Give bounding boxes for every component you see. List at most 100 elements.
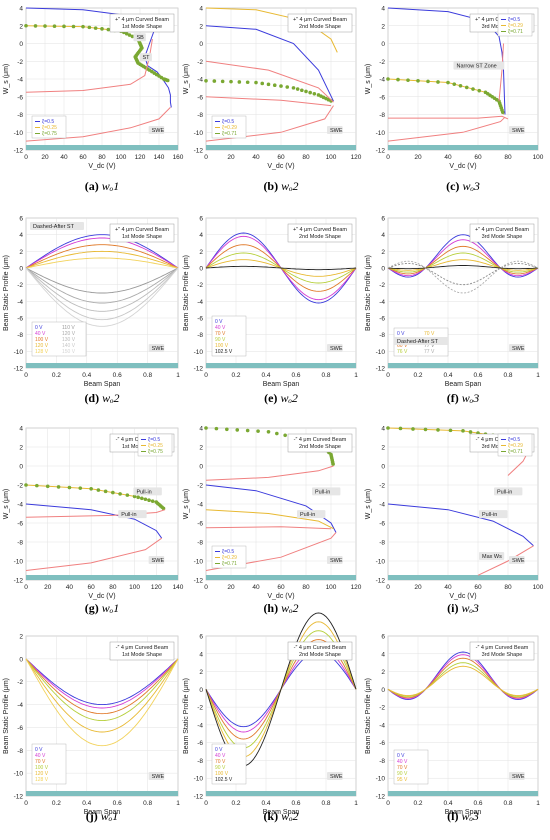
- legend-entry: 0 V: [215, 747, 223, 753]
- y-tick-label: -2: [17, 679, 23, 686]
- chart-panel-l: 0 0.2 0.4 0.6 0.8 1 6 4 2 0 -2 -4 -6 -8 -10 -12 Beam Spa…: [365, 634, 540, 817]
- callout-label: Dashed-After ST: [397, 339, 439, 345]
- x-tick-label: 40: [444, 584, 452, 591]
- y-tick-label: -12: [194, 578, 204, 585]
- data-point: [331, 462, 335, 466]
- data-point: [229, 79, 233, 84]
- y-tick-label: -10: [14, 559, 24, 566]
- legend-entry: ξ=0.25: [42, 125, 57, 131]
- callout-box: [327, 344, 343, 352]
- y-tick-label: 2: [19, 249, 23, 256]
- legend-entry: ξ=0.29: [508, 23, 523, 29]
- profile-line: [387, 657, 539, 699]
- x-tick-label: 0.8: [503, 800, 512, 807]
- legend-entry: ξ=0.71: [508, 449, 523, 455]
- data-point: [275, 431, 279, 436]
- data-point: [468, 430, 473, 434]
- y-tick-label: 2: [199, 669, 203, 676]
- caption-letter: (g): [85, 601, 102, 615]
- callout-box: [148, 344, 165, 352]
- y-tick-label: -6: [197, 94, 203, 101]
- data-point: [452, 82, 457, 86]
- y-tick-label: 2: [381, 669, 385, 676]
- annotation-box: [109, 223, 175, 243]
- legend-entry: ξ=0.29: [508, 443, 523, 449]
- substrate-electrode: [26, 363, 178, 368]
- series-line: [25, 537, 162, 571]
- caption-variable: wₒ1: [102, 179, 119, 193]
- x-tick-label: 0.4: [261, 372, 270, 379]
- y-tick-label: -12: [14, 148, 24, 155]
- x-axis-label: V_dc (V): [88, 163, 115, 170]
- y-tick-label: -10: [194, 349, 204, 356]
- legend-entry: 40 V: [35, 331, 46, 337]
- y-tick-label: 2: [381, 23, 385, 30]
- y-tick-label: -2: [17, 59, 23, 66]
- x-tick-label: 120: [135, 154, 146, 161]
- profile-line: [387, 665, 539, 697]
- legend-box: [211, 115, 247, 139]
- x-tick-label: 160: [173, 154, 184, 161]
- data-point: [103, 489, 108, 494]
- x-tick-label: 0.4: [261, 800, 270, 807]
- y-tick-label: -6: [197, 316, 203, 323]
- data-point: [446, 80, 450, 85]
- data-point: [100, 27, 104, 31]
- legend-entry: 140 V: [62, 343, 76, 349]
- data-point: [24, 23, 28, 28]
- x-tick-label: 0.2: [52, 800, 61, 807]
- y-tick-label: 0: [19, 656, 23, 663]
- y-tick-label: -2: [197, 483, 203, 490]
- data-point: [436, 80, 440, 84]
- y-tick-label: -6: [197, 521, 203, 528]
- callout-box: [327, 556, 343, 564]
- callout-box: [133, 33, 146, 42]
- legend-entry: ξ=0.5: [222, 119, 234, 125]
- y-tick-label: 6: [381, 216, 385, 223]
- y-tick-label: 2: [199, 23, 203, 30]
- series-line: [205, 526, 332, 530]
- legend-entry: 90 V: [215, 337, 226, 343]
- data-point: [235, 428, 240, 432]
- legend-entry: 100 V: [215, 343, 229, 349]
- x-tick-label: 0: [204, 372, 208, 379]
- data-point: [24, 483, 28, 487]
- caption-b: (b) wₒ2: [263, 179, 298, 193]
- legend-entry: 90 V: [215, 765, 226, 771]
- legend-entry: 150 V: [62, 349, 76, 355]
- legend-entry: 130 V: [62, 337, 76, 343]
- annotation-text: 1st Mode Shape: [122, 24, 162, 30]
- y-tick-label: -6: [379, 740, 385, 747]
- callout-label: Pull-in: [300, 512, 315, 518]
- data-point: [237, 80, 242, 84]
- profile-line: [25, 267, 179, 321]
- x-tick-label: 0.4: [82, 800, 91, 807]
- chart-panel-k: 0 0.2 0.4 0.6 0.8 1 6 4 2 0 -2 -4 -6 -8 -10 -12 Beam Spa…: [183, 612, 358, 816]
- chart-panel-e: 0 0.2 0.4 0.6 0.8 1 6 4 2 0 -2 -4 -6 -8 -10 -12 Beam Spa…: [183, 216, 358, 389]
- x-tick-label: 80: [302, 584, 310, 591]
- callout-box: [509, 772, 525, 780]
- data-point: [132, 494, 137, 499]
- y-tick-label: 0: [381, 687, 385, 694]
- y-tick-label: -10: [376, 349, 386, 356]
- legend-entry: 102.5 V: [215, 349, 233, 355]
- legend-entry: 100 V: [35, 337, 49, 343]
- legend-entry: 40 V: [35, 753, 46, 759]
- data-point: [93, 26, 98, 30]
- legend-entry: ξ=0.5: [508, 437, 520, 443]
- data-point: [52, 24, 57, 28]
- caption-variable: wₒ1: [102, 601, 119, 615]
- y-tick-label: -10: [376, 559, 386, 566]
- x-tick-label: 120: [151, 584, 162, 591]
- y-tick-label: -6: [17, 725, 23, 732]
- profile-line: [387, 654, 539, 700]
- y-tick-label: 4: [199, 426, 203, 433]
- callout-label: SWE: [512, 774, 525, 780]
- x-tick-label: 0: [24, 372, 28, 379]
- y-tick-label: 4: [19, 6, 23, 13]
- data-point: [285, 85, 290, 89]
- x-tick-label: 20: [227, 154, 235, 161]
- x-tick-label: 0.6: [113, 800, 122, 807]
- caption-j: (j) wₒ1: [86, 809, 118, 823]
- caption-letter: (a): [85, 179, 102, 193]
